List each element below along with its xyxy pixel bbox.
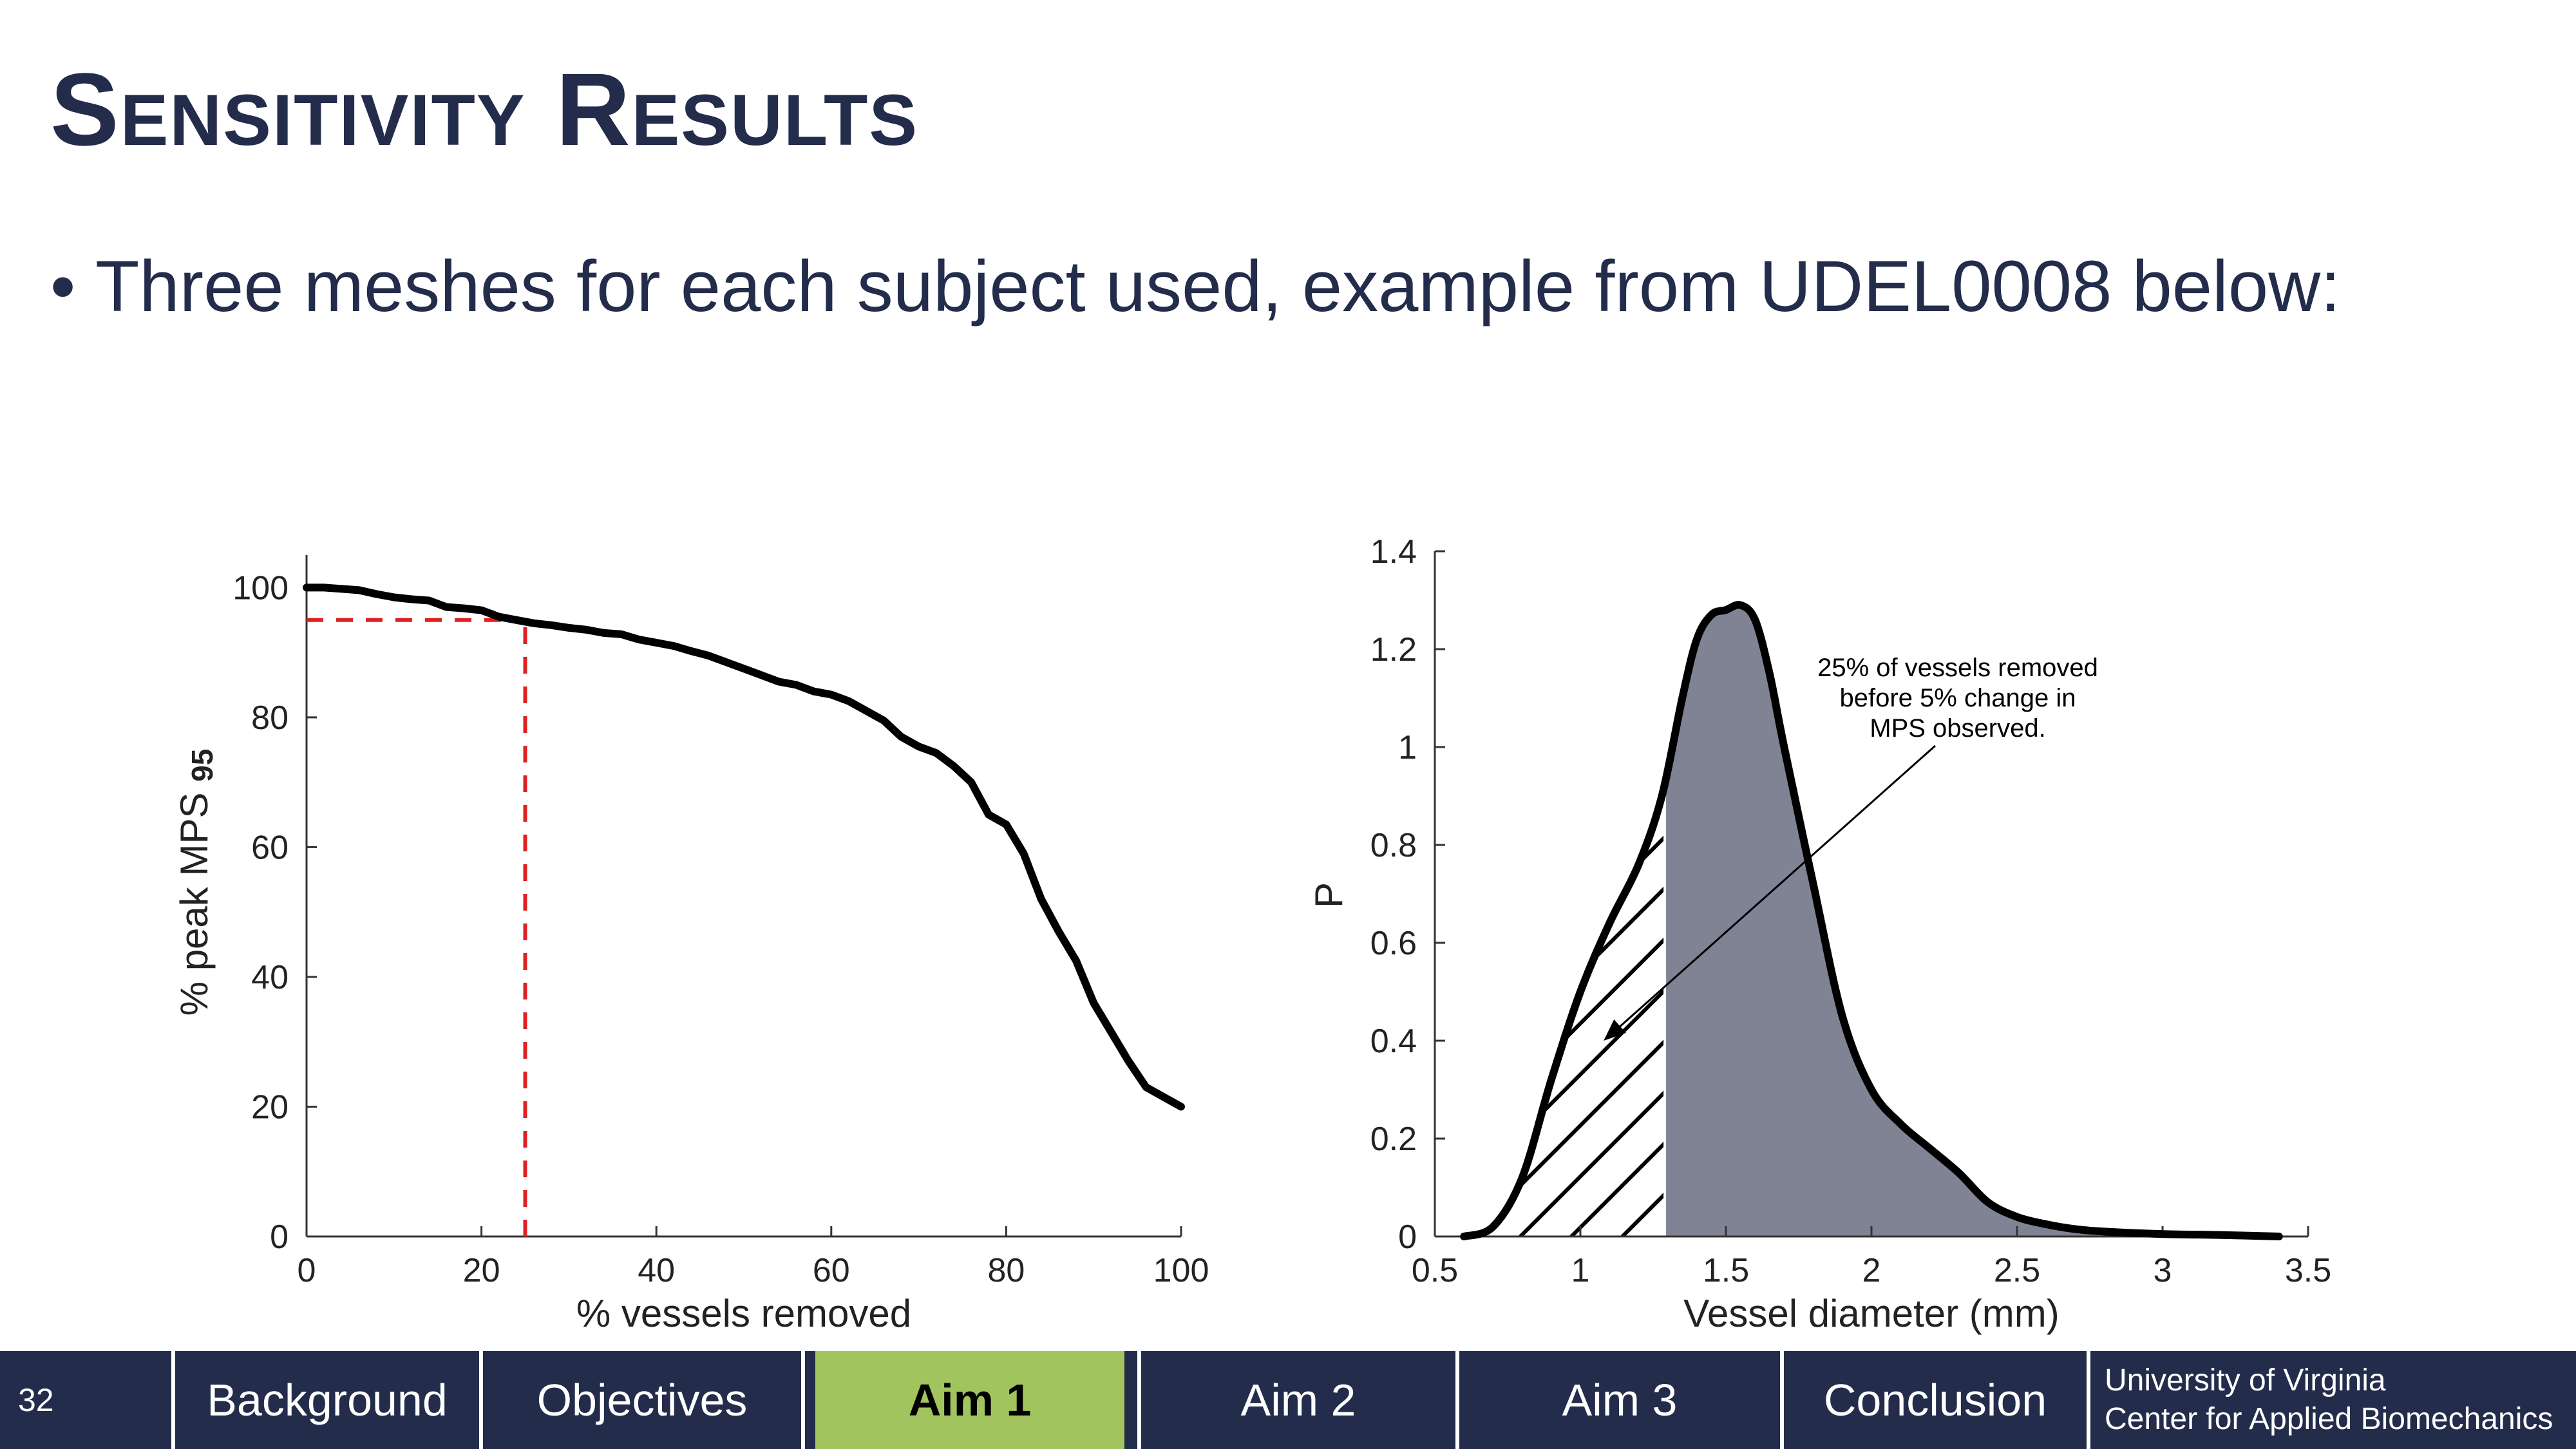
x-axis-label: Vessel diameter (mm)	[1683, 1292, 2059, 1335]
y-tick-label: 1.4	[1370, 533, 1417, 571]
annotation-arrow-line	[1612, 744, 1936, 1034]
annotation-text-line: 25% of vessels removed	[1817, 654, 2098, 682]
y-tick-label: 1.2	[1370, 631, 1417, 668]
nav-tab-aim-3[interactable]: Aim 3	[1562, 1375, 1678, 1425]
y-tick-label: 100	[232, 569, 289, 607]
y-tick-label: 80	[251, 699, 289, 737]
x-tick-label: 60	[813, 1252, 850, 1289]
x-tick-label: 2	[1862, 1252, 1881, 1289]
center-name: Center for Applied Biomechanics	[2105, 1402, 2553, 1436]
y-tick-label: 0	[270, 1218, 289, 1256]
footer-nav-bar: 32 Background Objectives Aim 1 Aim 2 Aim…	[0, 1351, 2576, 1449]
y-axis-label: % peak MPS 95	[173, 749, 219, 1016]
y-tick-label: 0.8	[1370, 827, 1417, 864]
x-tick-label: 2.5	[1994, 1252, 2040, 1289]
x-tick-label: 80	[987, 1252, 1025, 1289]
annotation-text-line: MPS observed.	[1870, 714, 2045, 743]
distribution-curve	[1460, 601, 2283, 1240]
x-tick-label: 20	[463, 1252, 500, 1289]
nav-tab-background[interactable]: Background	[207, 1375, 448, 1425]
nav-tab-aim-1[interactable]: Aim 1	[815, 1351, 1124, 1449]
nav-divider	[1780, 1351, 1784, 1449]
y-tick-label: 0.6	[1370, 925, 1417, 962]
y-tick-label: 20	[251, 1088, 289, 1126]
nav-divider	[479, 1351, 483, 1449]
distribution-hatched-region	[1464, 784, 1665, 1236]
y-tick-label: 0	[1398, 1218, 1417, 1256]
x-tick-label: 1	[1571, 1252, 1590, 1289]
slide-title: Sensitivity Results	[50, 52, 919, 167]
y-tick-label: 60	[251, 829, 289, 866]
nav-divider	[801, 1351, 805, 1449]
chart-mps-vs-vessels-removed: 0 20 40 60 80 100 0 20 40 60 80 100 % vessels remove…	[173, 555, 1209, 1335]
nav-divider	[1455, 1351, 1459, 1449]
chart-vessel-diameter-distribution: 0.5 1 1.5 2 2.5 3 3.5 0 0.2 0.4 0.6 0.8 1 1.2 1.4 25% o…	[1307, 533, 2331, 1335]
university-name: University of Virginia	[2105, 1363, 2386, 1397]
x-tick-label: 1.5	[1703, 1252, 1749, 1289]
nav-divider	[1137, 1351, 1141, 1449]
nav-tab-objectives[interactable]: Objectives	[536, 1375, 748, 1425]
nav-tab-conclusion[interactable]: Conclusion	[1823, 1375, 2047, 1425]
y-tick-label: 40	[251, 959, 289, 996]
distribution-fill	[1665, 605, 2279, 1236]
nav-divider	[171, 1351, 175, 1449]
y-tick-label: 0.2	[1370, 1121, 1417, 1158]
annotation-text-line: before 5% change in	[1840, 684, 2076, 712]
x-tick-label: 3.5	[2285, 1252, 2331, 1289]
y-axis-label: P	[1307, 882, 1350, 908]
x-tick-label: 3	[2154, 1252, 2172, 1289]
bullet-text: Three meshes for each subject used, exam…	[95, 246, 2341, 327]
bullet-point: • Three meshes for each subject used, exa…	[50, 245, 2340, 328]
y-tick-label: 1	[1398, 729, 1417, 766]
page-number: 32	[18, 1382, 54, 1418]
x-tick-label: 40	[638, 1252, 675, 1289]
x-axis-label: % vessels removed	[576, 1292, 911, 1335]
x-tick-label: 0	[298, 1252, 316, 1289]
x-tick-label: 100	[1153, 1252, 1209, 1289]
y-axis-label-text: % peak MPS	[173, 782, 216, 1016]
y-axis-label-subscript: 95	[185, 749, 219, 782]
annotation-arrow-head	[1604, 1019, 1626, 1041]
y-tick-label: 0.4	[1370, 1023, 1417, 1060]
bullet-icon: •	[50, 246, 76, 327]
x-tick-label: 0.5	[1412, 1252, 1458, 1289]
series-line	[303, 583, 1185, 1111]
nav-divider	[2087, 1351, 2090, 1449]
nav-tab-aim-2[interactable]: Aim 2	[1240, 1375, 1356, 1425]
university-affiliation: University of Virginia Center for Applie…	[2105, 1361, 2553, 1439]
